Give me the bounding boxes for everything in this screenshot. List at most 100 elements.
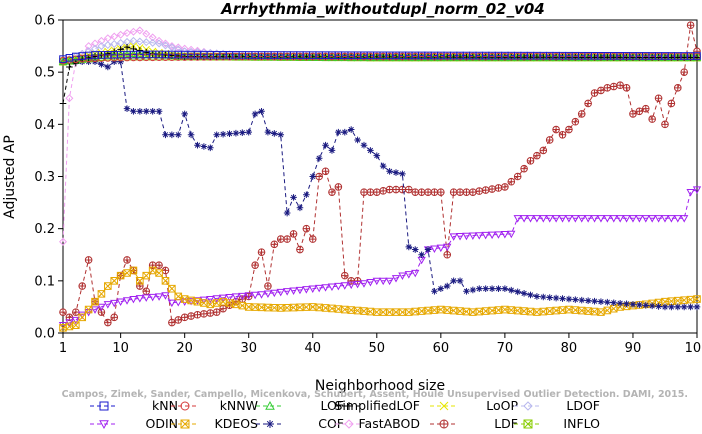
y-axis-label: Adjusted AP bbox=[2, 135, 18, 219]
data-point bbox=[251, 261, 259, 269]
data-point bbox=[97, 303, 106, 312]
data-point bbox=[439, 401, 449, 411]
data-point bbox=[290, 230, 297, 238]
data-point bbox=[680, 68, 688, 76]
data-point bbox=[495, 285, 502, 292]
data-point bbox=[603, 215, 612, 223]
data-point bbox=[533, 151, 541, 160]
data-point bbox=[155, 39, 164, 48]
data-point bbox=[539, 215, 548, 223]
data-point bbox=[693, 295, 701, 303]
data-point bbox=[469, 286, 477, 294]
x-tick-label: 1 bbox=[59, 341, 67, 356]
data-point bbox=[655, 303, 662, 310]
data-point bbox=[270, 289, 279, 298]
x-tick-label: 10 bbox=[112, 341, 129, 356]
data-point bbox=[187, 131, 195, 139]
data-point bbox=[551, 215, 561, 223]
legend-item-knnw: kNNW bbox=[171, 398, 258, 413]
data-point bbox=[687, 303, 694, 311]
data-point bbox=[66, 63, 73, 71]
data-point bbox=[142, 29, 151, 38]
series-layer bbox=[58, 21, 702, 332]
data-point bbox=[379, 187, 387, 195]
data-point bbox=[392, 169, 400, 176]
data-point bbox=[271, 241, 278, 248]
data-point bbox=[591, 297, 598, 305]
data-point bbox=[180, 44, 189, 53]
data-point bbox=[162, 131, 169, 139]
data-point bbox=[578, 296, 586, 304]
data-point bbox=[296, 204, 304, 212]
data-point bbox=[250, 291, 260, 300]
legend-label: ODIN bbox=[145, 416, 178, 431]
data-point bbox=[167, 299, 177, 308]
data-point bbox=[309, 235, 317, 243]
data-point bbox=[155, 107, 163, 115]
legend-label: COF bbox=[318, 416, 344, 431]
data-point bbox=[354, 277, 361, 285]
data-point bbox=[674, 84, 682, 92]
data-point bbox=[456, 188, 464, 196]
data-point bbox=[295, 286, 305, 295]
data-point bbox=[629, 301, 637, 308]
data-point bbox=[609, 215, 618, 223]
data-point bbox=[130, 107, 137, 115]
data-point bbox=[604, 84, 611, 92]
data-point bbox=[123, 269, 131, 277]
data-point bbox=[404, 271, 413, 279]
data-point bbox=[597, 298, 605, 305]
legend-label: kNNW bbox=[220, 398, 258, 413]
data-point bbox=[328, 188, 336, 196]
data-point bbox=[91, 39, 100, 48]
data-point bbox=[219, 130, 227, 138]
data-point bbox=[258, 107, 265, 115]
data-point bbox=[149, 107, 156, 115]
data-point bbox=[648, 115, 656, 123]
data-point bbox=[194, 141, 201, 149]
legend-label: kNN bbox=[152, 398, 178, 413]
data-point bbox=[212, 299, 221, 307]
data-point bbox=[642, 105, 650, 112]
data-point bbox=[168, 318, 176, 327]
x-tick-label: 50 bbox=[369, 341, 386, 356]
data-point bbox=[501, 183, 509, 191]
data-point bbox=[116, 271, 125, 280]
data-point bbox=[341, 272, 349, 279]
data-point bbox=[577, 110, 586, 118]
data-point bbox=[584, 99, 592, 108]
data-point bbox=[359, 280, 369, 288]
data-point bbox=[129, 27, 138, 36]
data-point bbox=[578, 110, 586, 118]
data-point bbox=[673, 215, 682, 223]
data-point bbox=[558, 306, 567, 314]
data-point bbox=[353, 280, 362, 289]
data-point bbox=[661, 121, 669, 128]
data-point bbox=[206, 295, 215, 304]
data-point bbox=[449, 233, 458, 241]
data-point bbox=[597, 87, 605, 94]
data-point bbox=[148, 38, 157, 47]
data-point bbox=[405, 308, 413, 316]
data-point bbox=[411, 269, 420, 278]
data-point bbox=[328, 188, 336, 196]
data-point bbox=[673, 84, 682, 92]
data-point bbox=[360, 141, 368, 149]
data-point bbox=[372, 277, 381, 286]
y-tick-label: 0.5 bbox=[34, 66, 55, 81]
data-point bbox=[411, 188, 419, 196]
data-point bbox=[526, 215, 535, 223]
data-point bbox=[539, 307, 548, 316]
data-point bbox=[174, 316, 183, 324]
legend-item-loop: LoOP bbox=[430, 398, 518, 413]
data-point bbox=[123, 105, 131, 112]
data-point bbox=[552, 294, 560, 302]
data-point bbox=[245, 128, 253, 136]
data-point bbox=[226, 130, 233, 138]
legend-label: LDOF bbox=[566, 398, 600, 413]
x-tick-label: 100 bbox=[685, 341, 702, 356]
data-point bbox=[391, 275, 401, 283]
data-point bbox=[495, 184, 502, 192]
data-point bbox=[628, 215, 638, 223]
